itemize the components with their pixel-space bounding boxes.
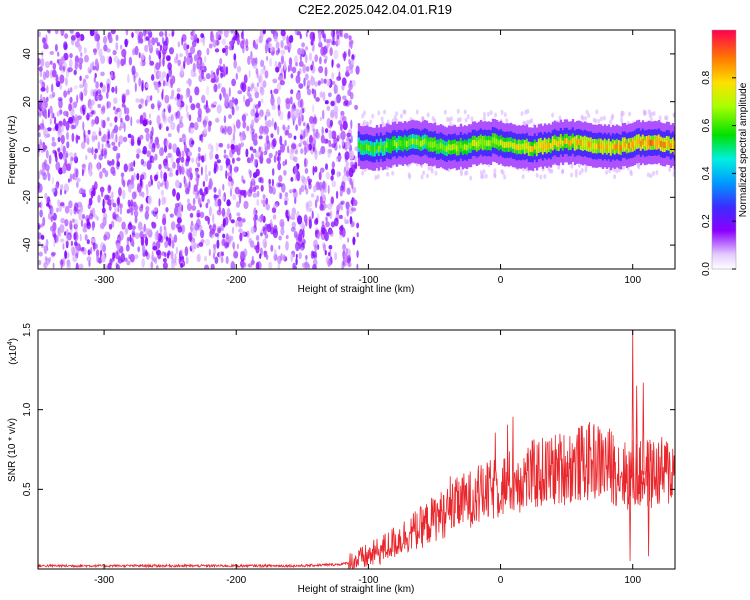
top-x-ticks: -300 -200 -100 0 100	[94, 30, 641, 286]
bottom-x-tick-label: 100	[624, 575, 641, 586]
top-x-tick-label: 100	[624, 275, 641, 286]
bottom-y-multiplier: (x104)	[7, 338, 19, 365]
top-y-tick-label: -40	[22, 237, 33, 252]
colorbar: 0.0 0.2 0.4 0.6 0.8 Normalized spectral ampl…	[701, 29, 749, 276]
bottom-x-axis-label: Height of straight line (km)	[298, 584, 415, 595]
snr-frame	[37, 329, 676, 570]
top-x-tick-label: -100	[358, 275, 378, 286]
colorbar-tick-label: 0.6	[701, 118, 712, 132]
colorbar-gradient	[711, 29, 737, 270]
bottom-x-tick-label: -300	[94, 575, 114, 586]
bottom-x-tick-label: -200	[226, 575, 246, 586]
snr-panel: -300 -200 -100 0 100 0.5 1.0 1.5 Height of str…	[7, 323, 676, 595]
spectrogram-panel: -300 -200 -100 0 100 40 20 0 -20 -40 Height of s…	[7, 29, 676, 295]
colorbar-tick-label: 0.4	[701, 166, 712, 180]
colorbar-tick-label: 0.2	[701, 214, 712, 228]
bottom-y-axis-label: SNR (10 * v/v)	[7, 418, 18, 482]
colorbar-tick-label: 0.0	[701, 262, 712, 276]
bottom-y-ticks: 0.5 1.0 1.5	[22, 323, 675, 496]
colorbar-ticks: 0.0 0.2 0.4 0.6 0.8	[701, 70, 736, 276]
snr-series-line	[38, 330, 675, 569]
bottom-x-tick-label: 0	[498, 575, 504, 586]
multiplier-exponent: 4	[7, 341, 14, 345]
top-y-tick-label: 20	[22, 96, 33, 108]
multiplier-base: (x10	[8, 345, 19, 365]
bottom-y-tick-label: 1.0	[22, 402, 33, 416]
colorbar-tick-label: 0.8	[701, 70, 712, 84]
bottom-y-tick-label: 1.5	[22, 323, 33, 337]
top-y-tick-label: 0	[22, 146, 33, 152]
top-x-axis-label: Height of straight line (km)	[298, 284, 415, 295]
bottom-x-ticks: -300 -200 -100 0 100	[94, 330, 641, 586]
colorbar-label: Normalized spectral amplitude	[738, 82, 749, 217]
top-y-tick-label: -20	[22, 190, 33, 205]
top-y-axis-label: Frequency (Hz)	[7, 116, 18, 185]
bottom-x-tick-label: -100	[358, 575, 378, 586]
snr-background	[38, 330, 675, 569]
bottom-y-tick-label: 0.5	[22, 482, 33, 496]
top-y-tick-label: 40	[22, 48, 33, 60]
top-x-tick-label: -200	[226, 275, 246, 286]
top-x-tick-label: 0	[498, 275, 504, 286]
spectrogram-heatmap	[38, 30, 675, 269]
top-x-tick-label: -300	[94, 275, 114, 286]
top-y-ticks: 40 20 0 -20 -40	[22, 48, 675, 252]
chart-title: C2E2.2025.042.04.01.R19	[298, 2, 452, 17]
